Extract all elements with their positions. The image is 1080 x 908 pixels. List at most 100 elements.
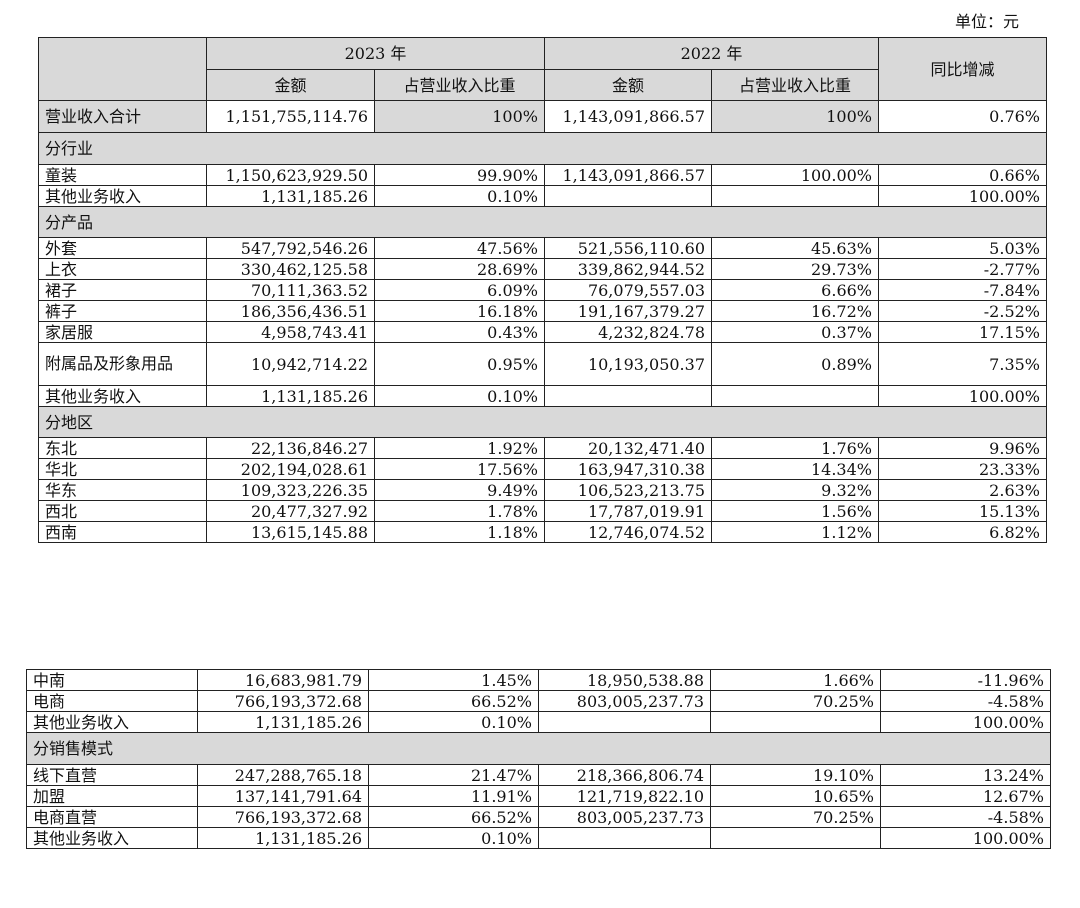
yoy-change: 17.15%	[878, 321, 1047, 343]
ratio-2023: 1.78%	[374, 500, 545, 522]
amount-2022: 803,005,237.73	[538, 690, 711, 712]
ratio-2023: 17.56%	[374, 458, 545, 480]
ratio-2023: 0.95%	[374, 342, 545, 386]
yoy-change: 6.82%	[878, 521, 1047, 543]
header-year-2022: 2022 年	[544, 37, 879, 70]
table-row: 电商 766,193,372.68 66.52% 803,005,237.73 70.2…	[26, 690, 1051, 712]
row-label: 其他业务收入	[38, 185, 207, 207]
ratio-2023: 21.47%	[368, 764, 539, 786]
ratio-2023: 0.10%	[374, 185, 545, 207]
amount-2022: 20,132,471.40	[544, 437, 712, 459]
ratio-2022	[710, 711, 881, 733]
row-label: 附属品及形象用品	[38, 342, 207, 386]
ratio-2022: 1.66%	[710, 669, 881, 691]
ratio-2023: 28.69%	[374, 258, 545, 280]
row-label: 电商直营	[26, 806, 198, 828]
yoy-change: -2.52%	[878, 300, 1047, 322]
ratio-2023: 6.09%	[374, 279, 545, 301]
ratio-2022: 1.12%	[711, 521, 879, 543]
amount-2023: 547,792,546.26	[206, 237, 375, 259]
row-label: 华北	[38, 458, 207, 480]
row-label: 营业收入合计	[38, 100, 207, 133]
row-label: 西南	[38, 521, 207, 543]
amount-2022: 218,366,806.74	[538, 764, 711, 786]
amount-2023: 1,131,185.26	[206, 185, 375, 207]
section-sales-mode: 分销售模式	[26, 732, 1051, 765]
header-amount-2023: 金额	[206, 69, 375, 101]
amount-2023: 22,136,846.27	[206, 437, 375, 459]
section-product: 分产品	[38, 206, 1047, 238]
table-row: 西北 20,477,327.92 1.78% 17,787,019.91 1.56% 15…	[38, 500, 1047, 522]
table-row: 加盟 137,141,791.64 11.91% 121,719,822.10 10.6…	[26, 785, 1051, 807]
ratio-2023: 66.52%	[368, 806, 539, 828]
amount-2023: 137,141,791.64	[197, 785, 369, 807]
yoy-change: 0.66%	[878, 164, 1047, 186]
table-row: 裙子 70,111,363.52 6.09% 76,079,557.03 6.66% -7…	[38, 279, 1047, 301]
row-label: 线下直营	[26, 764, 198, 786]
amount-2022: 17,787,019.91	[544, 500, 712, 522]
row-label: 西北	[38, 500, 207, 522]
amount-2023: 766,193,372.68	[197, 806, 369, 828]
ratio-2022: 19.10%	[710, 764, 881, 786]
yoy-change: 7.35%	[878, 342, 1047, 386]
ratio-2023: 1.92%	[374, 437, 545, 459]
revenue-table-part-2: 中南 16,683,981.79 1.45% 18,950,538.88 1.66% -1…	[26, 669, 1051, 849]
revenue-table-part-1: 2023 年 2022 年 同比增减 金额 占营业收入比重 金额 占营业收入比重…	[38, 37, 1047, 543]
yoy-change: -4.58%	[880, 806, 1051, 828]
row-label: 外套	[38, 237, 207, 259]
ratio-2023: 66.52%	[368, 690, 539, 712]
amount-2023: 109,323,226.35	[206, 479, 375, 501]
ratio-2022: 0.89%	[711, 342, 879, 386]
header-ratio-2023: 占营业收入比重	[374, 69, 545, 101]
amount-2023: 70,111,363.52	[206, 279, 375, 301]
row-label: 电商	[26, 690, 198, 712]
amount-2022: 121,719,822.10	[538, 785, 711, 807]
amount-2022: 76,079,557.03	[544, 279, 712, 301]
yoy-change: -2.77%	[878, 258, 1047, 280]
amount-2023: 1,131,185.26	[197, 827, 369, 849]
row-label: 加盟	[26, 785, 198, 807]
amount-2022: 1,143,091,866.57	[544, 164, 712, 186]
amount-2023: 1,131,185.26	[206, 385, 375, 407]
amount-2022: 12,746,074.52	[544, 521, 712, 543]
amount-2022: 521,556,110.60	[544, 237, 712, 259]
amount-2022: 339,862,944.52	[544, 258, 712, 280]
ratio-2022: 70.25%	[710, 806, 881, 828]
amount-2022: 1,143,091,866.57	[544, 100, 712, 133]
row-label: 东北	[38, 437, 207, 459]
yoy-change: 13.24%	[880, 764, 1051, 786]
amount-2023: 1,151,755,114.76	[206, 100, 375, 133]
table-row: 裤子 186,356,436.51 16.18% 191,167,379.27 16.7…	[38, 300, 1047, 322]
table-row: 华东 109,323,226.35 9.49% 106,523,213.75 9.32%…	[38, 479, 1047, 501]
ratio-2023: 1.18%	[374, 521, 545, 543]
row-label: 中南	[26, 669, 198, 691]
table-row: 华北 202,194,028.61 17.56% 163,947,310.38 14.3…	[38, 458, 1047, 480]
ratio-2023: 11.91%	[368, 785, 539, 807]
row-label: 裤子	[38, 300, 207, 322]
row-label: 家居服	[38, 321, 207, 343]
ratio-2022	[710, 827, 881, 849]
ratio-2022: 6.66%	[711, 279, 879, 301]
ratio-2022: 0.37%	[711, 321, 879, 343]
total-row: 营业收入合计 1,151,755,114.76 100% 1,143,091,8…	[38, 100, 1047, 133]
table-row: 中南 16,683,981.79 1.45% 18,950,538.88 1.66% -1…	[26, 669, 1051, 691]
row-label: 其他业务收入	[38, 385, 207, 407]
amount-2023: 20,477,327.92	[206, 500, 375, 522]
ratio-2023: 0.10%	[374, 385, 545, 407]
table-row: 其他业务收入 1,131,185.26 0.10% 100.00%	[38, 385, 1047, 407]
table-row: 家居服 4,958,743.41 0.43% 4,232,824.78 0.37% 17.…	[38, 321, 1047, 343]
amount-2023: 247,288,765.18	[197, 764, 369, 786]
amount-2023: 330,462,125.58	[206, 258, 375, 280]
yoy-change: -4.58%	[880, 690, 1051, 712]
ratio-2022: 1.56%	[711, 500, 879, 522]
ratio-2022: 1.76%	[711, 437, 879, 459]
yoy-change: 2.63%	[878, 479, 1047, 501]
amount-2022: 803,005,237.73	[538, 806, 711, 828]
amount-2022	[544, 385, 712, 407]
unit-label: 单位：元	[955, 12, 1020, 31]
ratio-2022	[711, 185, 879, 207]
row-label: 裙子	[38, 279, 207, 301]
table-row: 其他业务收入 1,131,185.26 0.10% 100.00%	[26, 711, 1051, 733]
amount-2023: 1,150,623,929.50	[206, 164, 375, 186]
amount-2022: 106,523,213.75	[544, 479, 712, 501]
